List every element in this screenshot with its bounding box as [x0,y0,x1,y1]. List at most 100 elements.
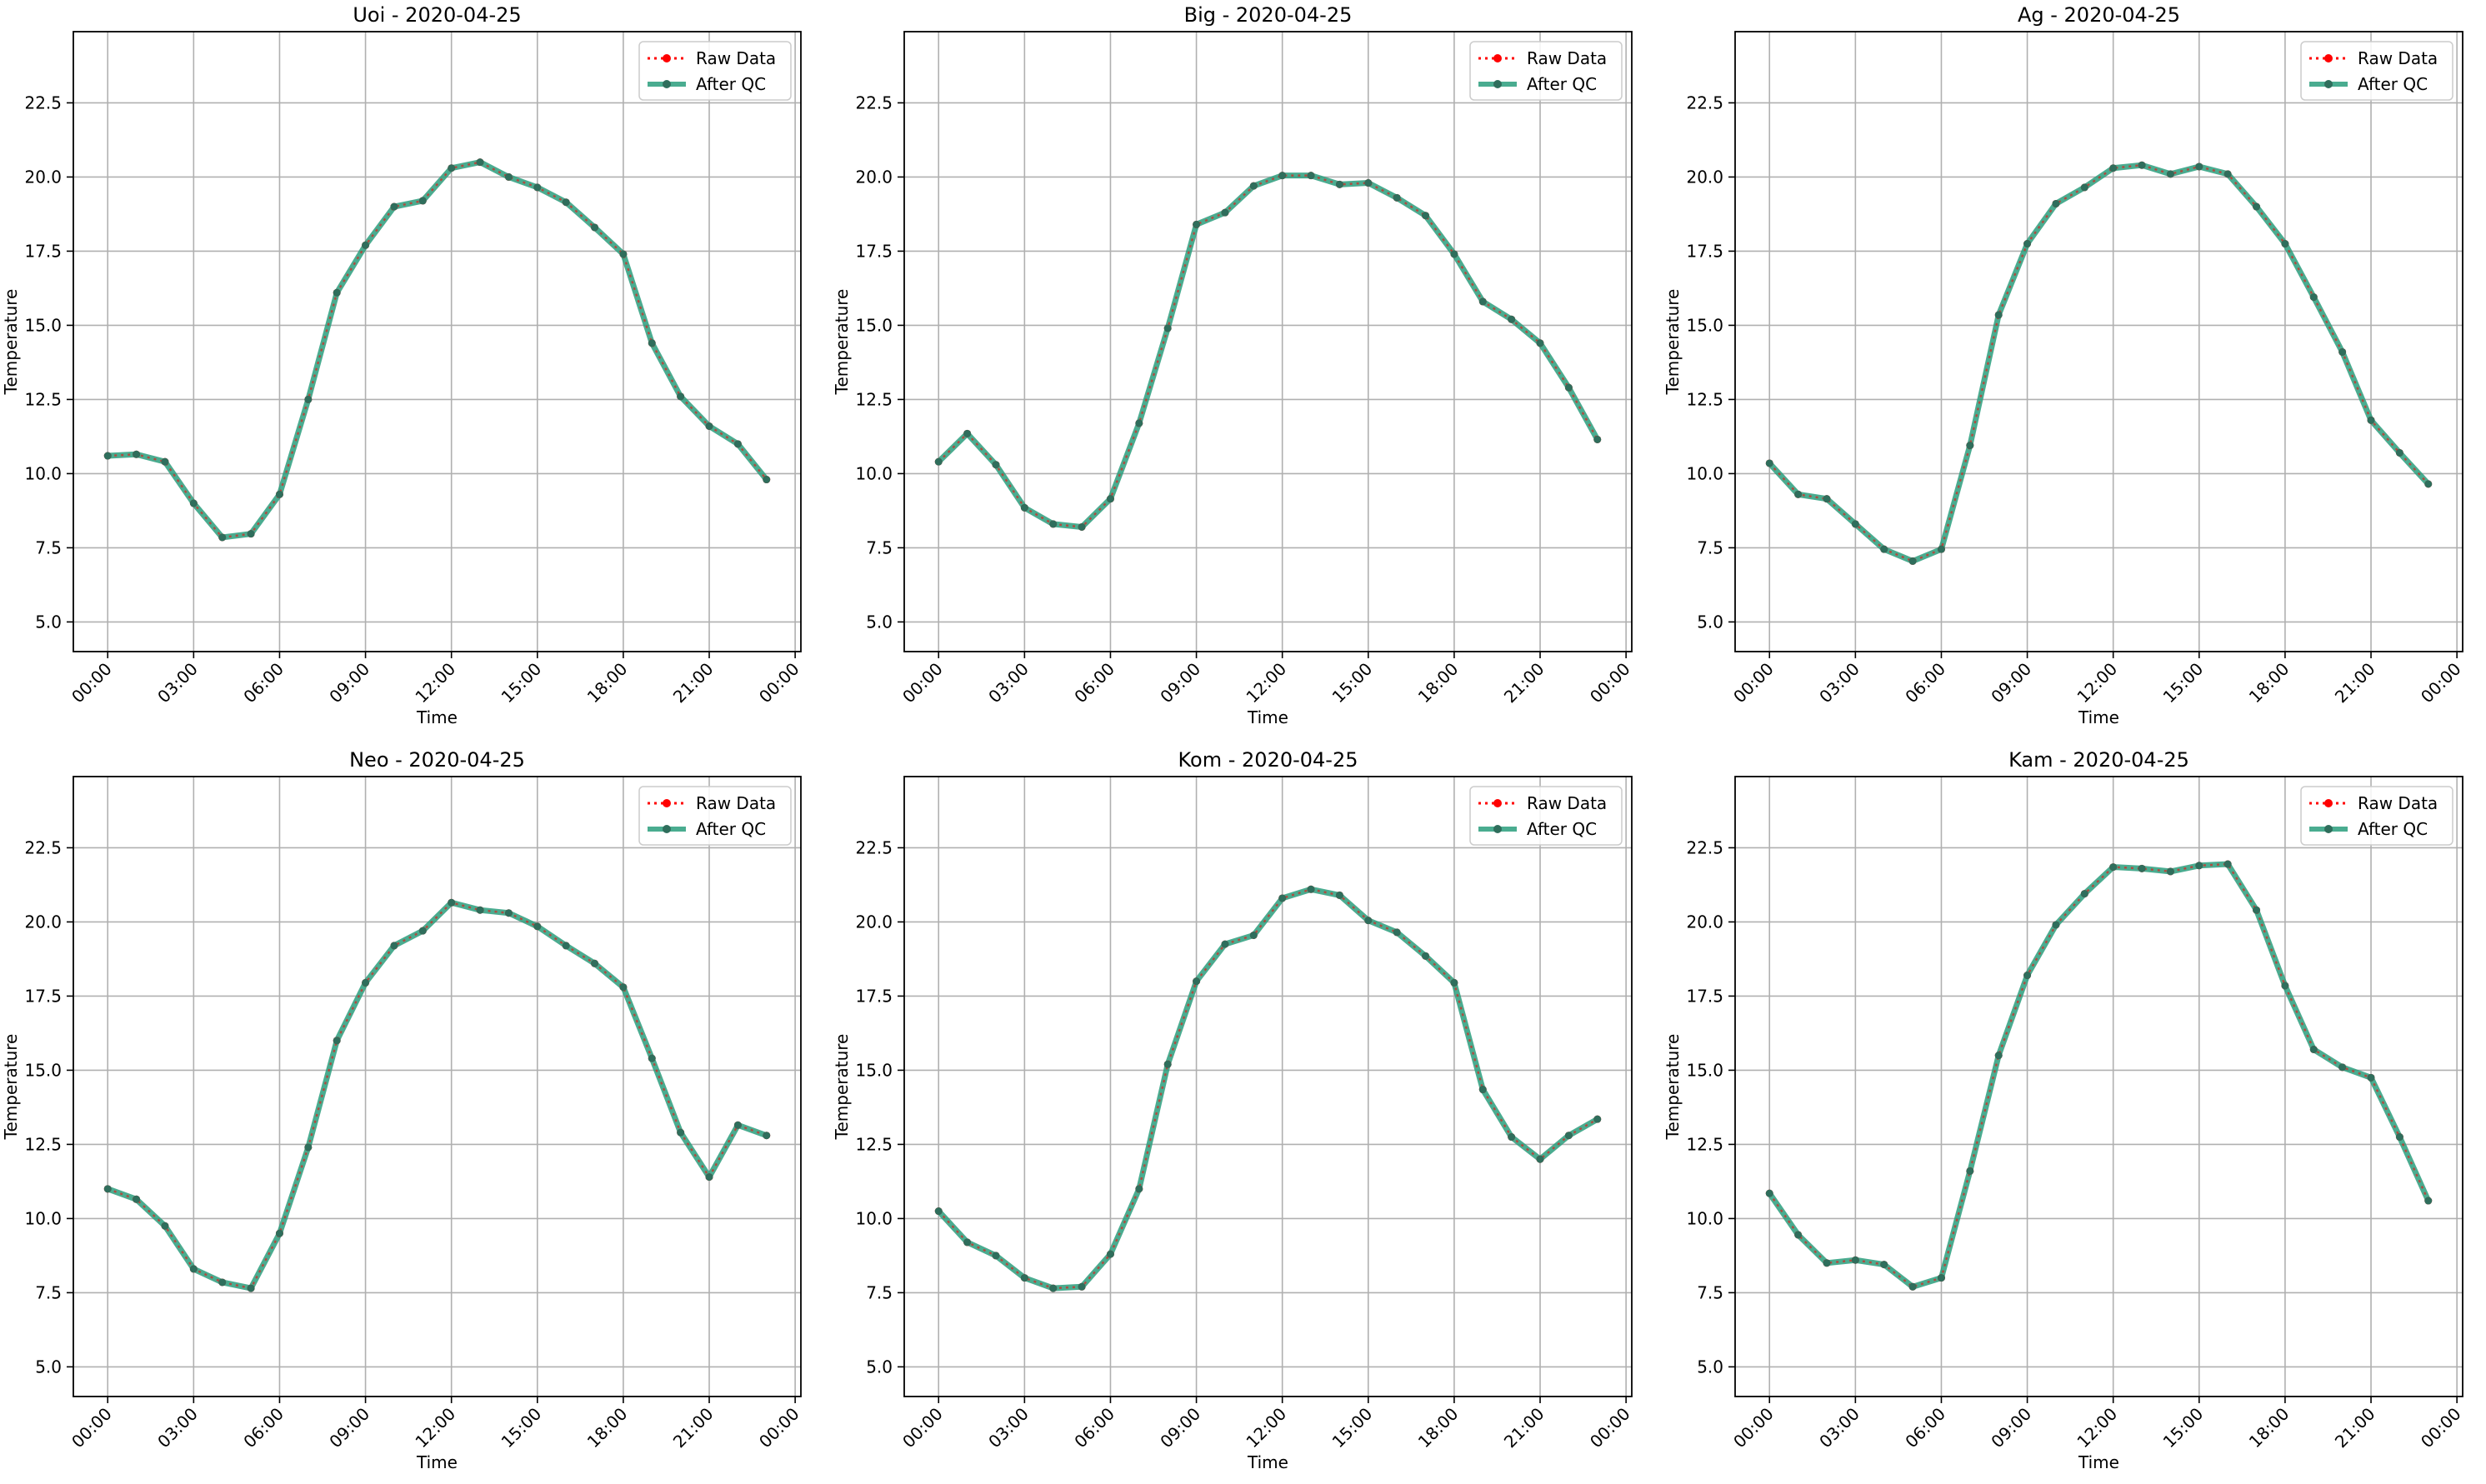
y-axis-label: Temperature [832,289,852,396]
after-qc-point [963,1238,972,1247]
y-axis-label: Temperature [832,1034,852,1141]
after-qc-point [2080,890,2088,898]
chart-title: Big - 2020-04-25 [1184,3,1353,27]
after-qc-point [2052,921,2060,929]
after-qc-point [2223,170,2232,178]
after-qc-point [133,450,141,458]
subplot: 5.0 7.5 10.0 12.5 15.0 17.5 20.0 22.5 00:00 03:00… [1,748,803,1472]
x-tick-label: 12:00 [411,1404,459,1452]
after-qc-point [1364,917,1373,925]
series-raw-data-line [938,174,1598,528]
after-qc-point [448,898,456,907]
x-tick-label: 06:00 [1901,1404,1949,1452]
x-tick-label: 00:00 [1586,659,1634,707]
y-tick-label: 20.0 [1686,912,1723,932]
axes-frame [1734,31,2463,652]
x-tick-label: 21:00 [669,659,718,707]
after-qc-point [591,223,599,232]
after-qc-point [247,1284,255,1292]
axes-frame [73,31,802,652]
after-qc-point [1880,545,1888,553]
chart-title: Ag - 2020-04-25 [2018,3,2180,27]
after-qc-point [1422,952,1430,960]
after-qc-point [562,198,570,207]
x-tick-label: 12:00 [1242,1404,1290,1452]
after-qc-point [733,1121,742,1129]
after-qc-point [1765,1189,1773,1197]
x-tick-label: 18:00 [1414,659,1463,707]
after-qc-point [2395,1133,2403,1142]
x-tick-label: 18:00 [2245,1404,2293,1452]
x-tick-label: 03:00 [1815,1404,1863,1452]
x-tick-label: 12:00 [2073,659,2121,707]
y-tick-label: 15.0 [1686,1060,1723,1080]
y-tick-label: 20.0 [855,912,893,932]
after-qc-point [2424,1197,2433,1205]
y-tick-label: 10.0 [24,1208,62,1228]
after-qc-point [161,457,169,466]
after-qc-point [1307,172,1315,180]
after-qc-point [2195,862,2203,870]
after-qc-point [992,461,1000,469]
axes-frame [1734,776,2463,1397]
x-tick-label: 09:00 [325,1404,373,1452]
x-tick-label: 21:00 [669,1404,718,1452]
y-tick-label: 5.0 [1697,612,1723,632]
after-qc-point [1278,172,1287,180]
after-qc-point [275,490,283,498]
x-tick-label: 18:00 [2245,659,2293,707]
after-qc-point [2338,1063,2347,1072]
x-axis-label: Time [1247,707,1288,727]
x-tick-label: 12:00 [2073,1404,2121,1452]
x-tick-label: 03:00 [984,659,1033,707]
legend-qc-marker [1493,825,1502,833]
series-after-qc-line [104,899,770,1292]
x-tick-label: 21:00 [1500,659,1548,707]
y-tick-label: 17.5 [855,241,893,261]
legend-qc-marker [1493,80,1502,88]
y-tick-label: 10.0 [855,463,893,483]
legend-raw-marker [2324,54,2333,62]
after-qc-point [218,533,227,542]
x-tick-label: 00:00 [755,1404,803,1452]
x-tick-label: 09:00 [325,659,373,707]
x-axis-label: Time [2078,1452,2119,1472]
after-qc-point [1163,324,1172,332]
after-qc-point [1564,383,1573,392]
after-qc-point [934,457,943,466]
after-qc-point [1335,180,1343,188]
after-qc-point [1478,1086,1487,1094]
legend-qc-label: After QC [1527,74,1597,94]
series-after-qc-line [104,159,770,541]
x-tick-label: 00:00 [755,659,803,707]
legend-raw-marker [663,799,671,807]
after-qc-point [992,1252,1000,1260]
after-qc-point [963,429,972,437]
after-qc-point [763,476,771,484]
y-tick-label: 20.0 [1686,167,1723,187]
after-qc-point [390,942,398,950]
legend: Raw Data After QC [638,41,792,101]
legend-raw-marker [1493,54,1502,62]
y-tick-label: 15.0 [855,1060,893,1080]
after-qc-point [1478,297,1487,306]
after-qc-point [1937,1274,1945,1282]
after-qc-point [1966,1167,1974,1175]
x-tick-label: 15:00 [1328,659,1377,707]
after-qc-point [1193,977,1201,986]
after-qc-point [2424,480,2433,488]
after-qc-point [133,1195,141,1203]
after-qc-point [1908,557,1917,565]
legend: Raw Data After QC [1469,41,1623,101]
after-qc-point [2395,448,2403,457]
after-qc-point [1937,545,1945,553]
legend-raw-marker [2324,799,2333,807]
after-qc-point [1765,459,1773,467]
y-tick-label: 17.5 [855,986,893,1006]
after-qc-point [103,1185,112,1193]
x-axis-label: Time [416,1452,458,1472]
after-qc-point [2338,347,2347,356]
legend-qc-marker [2324,825,2333,833]
y-tick-label: 17.5 [1686,986,1723,1006]
legend-raw-label: Raw Data [1527,793,1607,813]
